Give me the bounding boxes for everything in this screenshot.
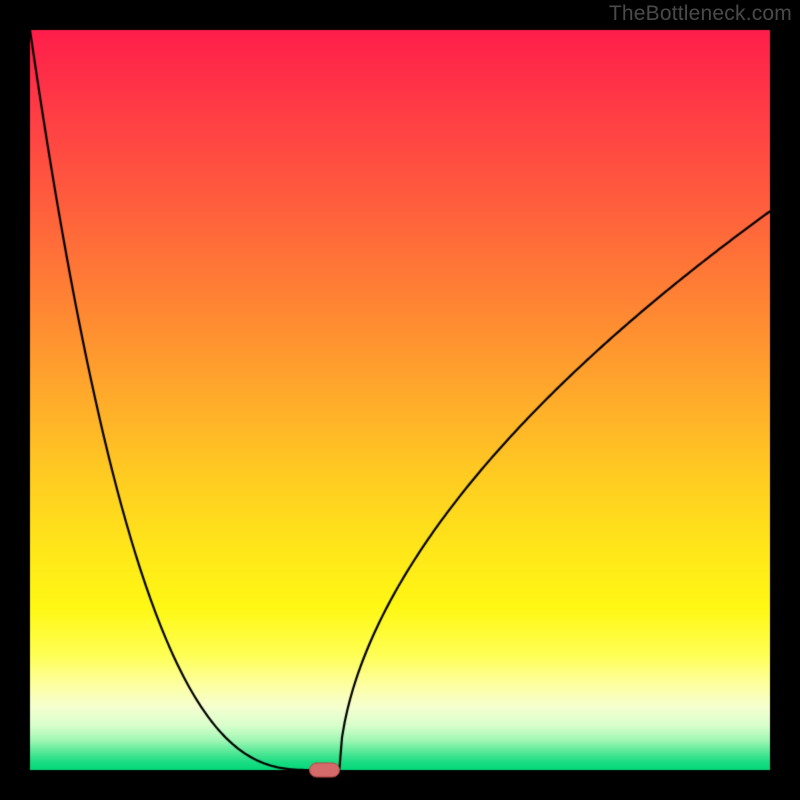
bottleneck-curve-chart [0, 0, 800, 800]
watermark-text: TheBottleneck.com [609, 2, 792, 26]
